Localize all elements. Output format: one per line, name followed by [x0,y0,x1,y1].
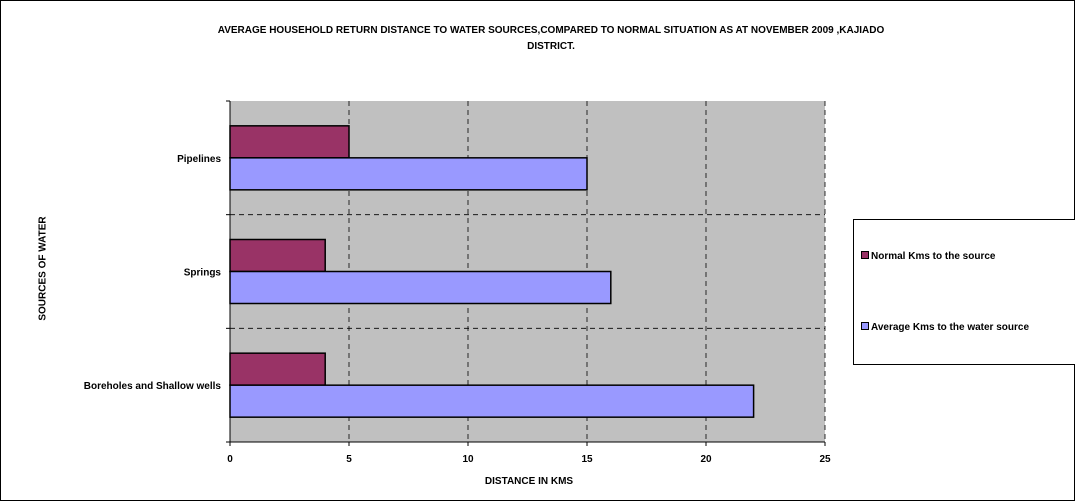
chart-title-line-2: DISTRICT. [527,41,575,52]
legend-swatch-average [861,322,869,330]
bar-average-3 [229,384,755,418]
x-tick-label: 25 [819,454,831,465]
bar-normal-1 [229,125,350,159]
legend-label-normal: Normal Kms to the source [871,251,996,262]
y-tick-label: Springs [184,268,222,279]
legend-item-normal: Normal Kms to the source [861,251,995,262]
x-tick-label: 0 [227,454,233,465]
x-tick-label: 10 [462,454,474,465]
bar-normal-2 [229,238,326,273]
y-tick-label: Pipelines [177,154,221,165]
legend-item-average: Average Kms to the water source [861,322,1029,333]
chart-title: AVERAGE HOUSEHOLD RETURN DISTANCE TO WAT… [81,23,1021,55]
legend-label-average: Average Kms to the water source [871,322,1030,333]
x-axis-title: DISTANCE IN KMS [484,476,574,487]
chart-title-line-1: AVERAGE HOUSEHOLD RETURN DISTANCE TO WAT… [217,25,885,36]
legend: Normal Kms to the source Average Kms to … [853,219,1075,365]
bar-normal-3 [229,352,326,386]
legend-swatch-normal [861,251,869,259]
x-tick-label: 15 [581,454,593,465]
x-tick-label: 5 [346,454,352,465]
bar-average-1 [229,157,588,191]
y-axis-title: SOURCES OF WATER [37,216,49,321]
x-tick-label: 20 [700,454,712,465]
y-tick-label: Boreholes and Shallow wells [84,381,222,392]
bar-average-2 [229,270,612,305]
